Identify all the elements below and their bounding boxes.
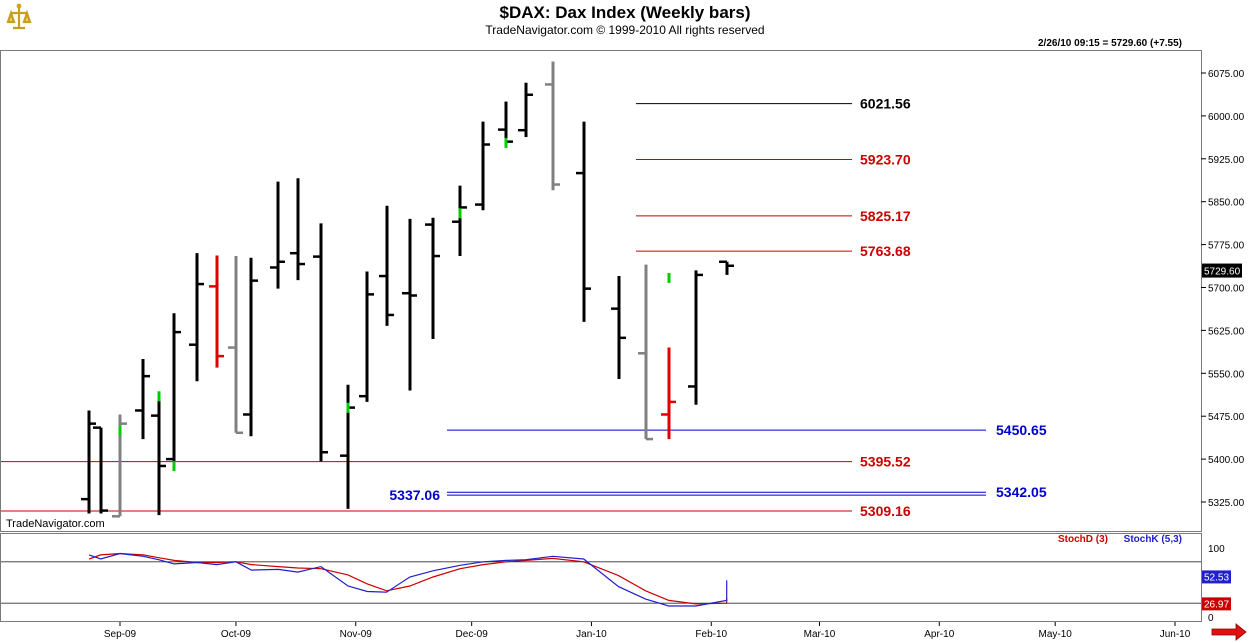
date-axis-tick-label: Apr-10 — [924, 629, 954, 640]
level-label-5309.16: 5309.16 — [860, 503, 911, 519]
date-axis-tick-label: May-10 — [1039, 629, 1073, 640]
stoch-k-last-box — [1202, 570, 1231, 584]
price-plot: 6021.56 5923.70 5825.17 5763.68 5450.65 5395.… — [1, 61, 1242, 519]
date-axis-tick-label: Oct-09 — [221, 629, 251, 640]
price-axis-tick-label: 5325.00 — [1208, 498, 1245, 509]
level-label-5923.70: 5923.70 — [860, 152, 911, 168]
level-label-5342.05: 5342.05 — [996, 484, 1047, 500]
level-label-5395.52: 5395.52 — [860, 454, 911, 470]
stoch-axis-tick-label: 0 — [1208, 613, 1214, 624]
date-axis-tick-label: Jun-10 — [1160, 629, 1191, 640]
last-quote-stamp: 2/26/10 09:15 = 5729.60 (+7.55) — [1038, 38, 1182, 49]
price-axis-tick-label: 5775.00 — [1208, 241, 1245, 252]
level-label-5763.68: 5763.68 — [860, 243, 911, 259]
stoch-series-line — [88, 552, 728, 607]
level-label-6021.56: 6021.56 — [860, 96, 911, 112]
scroll-right-arrow-icon[interactable] — [1211, 623, 1247, 641]
date-axis-tick-label: Sep-09 — [104, 629, 137, 640]
stoch-series-line — [88, 552, 728, 605]
stoch-d-last-box — [1202, 597, 1231, 611]
price-axis-tick-label: 5625.00 — [1208, 326, 1245, 337]
date-axis-tick-label: Nov-09 — [340, 629, 373, 640]
date-axis-tick-label: Dec-09 — [456, 629, 489, 640]
level-label-5825.17: 5825.17 — [860, 208, 911, 224]
stochastic-panel-frame — [0, 533, 1202, 622]
price-axis-tick-label: 5700.00 — [1208, 284, 1245, 295]
watermark: TradeNavigator.com — [6, 518, 105, 530]
price-axis-tick-label: 5550.00 — [1208, 369, 1245, 380]
date-axis-tick-label: Jan-10 — [576, 629, 607, 640]
price-axis-tick-label: 5850.00 — [1208, 198, 1245, 209]
date-axis: Sep-09 Oct-09 Nov-09 Dec-09 Jan-10 Feb-10 Mar-… — [104, 622, 1191, 640]
legend-stoch-d: StochD (3) — [1058, 534, 1108, 545]
price-axis-tick-label: 5925.00 — [1208, 155, 1245, 166]
level-label-5450.65: 5450.65 — [996, 422, 1047, 438]
price-axis-tick-label: 5400.00 — [1208, 455, 1245, 466]
last-price-label: 5729.60 — [1204, 267, 1241, 278]
date-axis-tick-label: Feb-10 — [695, 629, 727, 640]
price-axis-tick-label: 6075.00 — [1208, 69, 1245, 80]
price-axis-tick-label: 5475.00 — [1208, 412, 1245, 423]
price-axis: 6075.00 6000.00 5925.00 5850.00 5775.00 5700.… — [1201, 69, 1245, 509]
price-axis-tick-label: 6000.00 — [1208, 112, 1245, 123]
date-axis-tick-label: Mar-10 — [804, 629, 836, 640]
chart-subtitle: TradeNavigator.com © 1999-2010 All right… — [485, 23, 764, 37]
level-label-5337.06: 5337.06 — [389, 487, 440, 503]
stochastic-axis: 100 0 StochD (3) StochK (5,3) 52.53 26.97 — [1058, 534, 1231, 624]
legend-stoch-k: StochK (5,3) — [1124, 534, 1182, 545]
stoch-d-last-label: 26.97 — [1204, 599, 1229, 610]
last-price-box — [1202, 263, 1242, 278]
price-panel-frame — [0, 50, 1202, 532]
stochastic-plot — [1, 552, 1201, 607]
stoch-axis-tick-label: 100 — [1208, 544, 1225, 555]
stoch-k-last-label: 52.53 — [1204, 572, 1229, 583]
chart-title: $DAX: Dax Index (Weekly bars) — [500, 3, 751, 22]
trade-navigator-logo-icon — [6, 3, 32, 33]
